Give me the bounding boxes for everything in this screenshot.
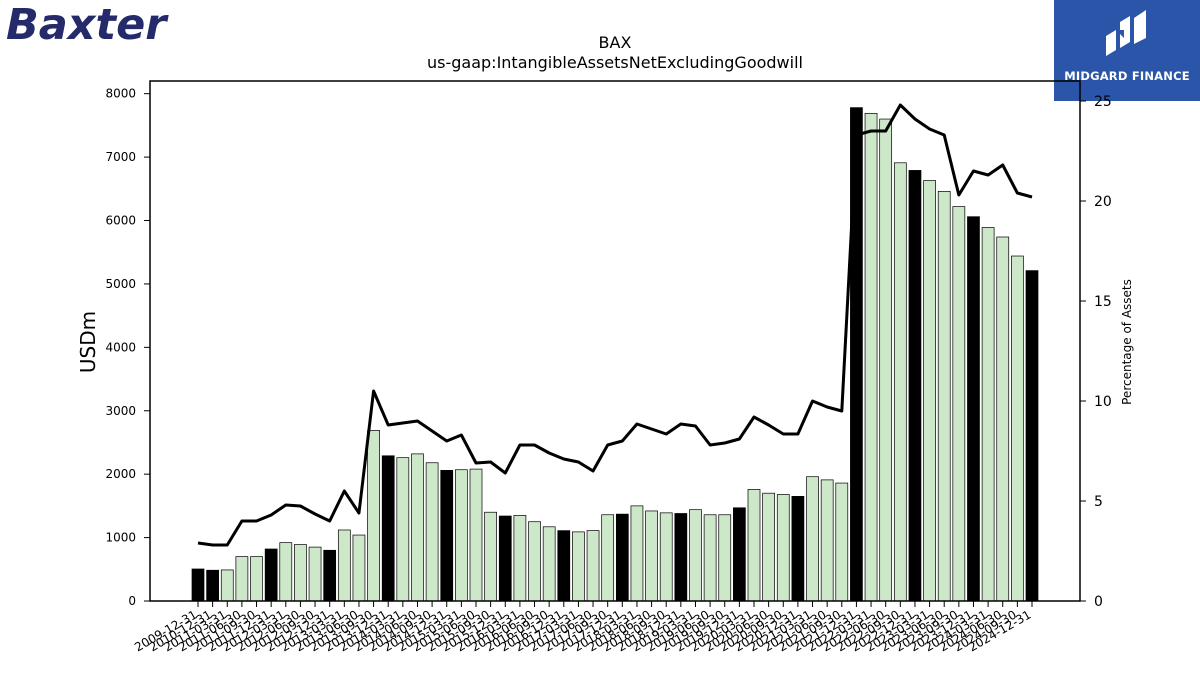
bar-2014-12-31 (440, 470, 454, 602)
bar-2016-12-31 (557, 530, 571, 602)
bar-2020-06-30 (762, 492, 775, 602)
bar-2024-09-30 (1011, 255, 1024, 602)
bar-2022-09-30 (893, 162, 907, 602)
bar-2016-06-30 (528, 521, 541, 602)
bar-2017-12-31 (615, 513, 629, 602)
bar-2015-12-31 (498, 515, 512, 602)
bar-2020-09-30 (776, 494, 790, 602)
y-tick-label: 0 (128, 594, 136, 608)
line-series (197, 103, 1033, 547)
y-tick-label: 2000 (105, 467, 136, 481)
chart-subtitle: us-gaap:IntangibleAssetsNetExcludingGood… (427, 53, 803, 72)
bar-2016-03-31 (513, 515, 527, 602)
bar-2014-09-30 (425, 462, 439, 602)
bar-2021-03-31 (806, 476, 819, 602)
bar-2012-03-31 (279, 542, 293, 602)
bar-2022-06-30 (879, 118, 893, 602)
bar-2013-03-31 (337, 529, 351, 602)
bar-2023-12-31 (967, 216, 980, 602)
midgard-finance-text: MIDGARD FINANCE (1064, 69, 1190, 83)
baxter-logo-text: Baxter (6, 2, 169, 46)
bar-2018-03-31 (630, 505, 644, 602)
bar-2015-06-30 (469, 468, 483, 602)
bar-2023-06-30 (937, 190, 951, 602)
bar-2024-12-31 (1025, 270, 1039, 602)
y-tick-label: 8000 (105, 87, 136, 101)
bar-2019-12-31 (733, 507, 746, 602)
bar-2013-09-30 (367, 430, 380, 602)
bar-2012-06-30 (294, 544, 307, 602)
bar-2010-12-31 (206, 569, 219, 602)
bar-2019-09-30 (718, 514, 732, 602)
bar-2015-03-31 (455, 469, 468, 602)
y2-tick-label: 25 (1094, 94, 1112, 110)
bar-2019-03-31 (689, 509, 702, 602)
bar-2016-09-30 (542, 526, 556, 602)
percentage-line (197, 103, 1033, 547)
bar-2024-03-31 (981, 227, 995, 602)
y-tick-label: 5000 (105, 277, 136, 291)
bar-2023-09-30 (952, 206, 966, 602)
bar-2011-06-30 (235, 556, 249, 602)
bar-2014-06-30 (411, 453, 424, 602)
y2-axis-label: Percentage of Assets (1120, 279, 1134, 405)
bar-2011-09-30 (250, 556, 263, 602)
midgard-emblem-icon (1106, 10, 1146, 56)
y2-tick-label: 15 (1094, 294, 1112, 310)
y-tick-label: 7000 (105, 150, 136, 164)
y2-tick-label: 10 (1094, 394, 1112, 410)
bar-2018-12-31 (674, 513, 688, 602)
bar-2021-12-31 (850, 107, 863, 602)
y2-tick-label: 20 (1094, 194, 1112, 210)
y-tick-label: 1000 (105, 531, 136, 545)
bar-2011-12-31 (264, 548, 278, 602)
bar-2009-12-31 (191, 568, 205, 602)
bar-2023-03-31 (923, 180, 936, 602)
bar-2012-09-30 (308, 546, 322, 602)
bar-2017-06-30 (586, 530, 600, 602)
plot-frame (149, 80, 1081, 602)
bar-2015-09-30 (484, 511, 497, 602)
bar-2022-03-31 (864, 112, 878, 602)
midgard-finance-logo: MIDGARD FINANCE (1054, 0, 1200, 101)
bar-2013-06-30 (352, 534, 366, 602)
bar-2014-03-31 (396, 457, 410, 602)
bar-2017-03-31 (572, 531, 585, 602)
y-tick-label: 3000 (105, 404, 136, 418)
bar-2018-09-30 (659, 512, 673, 602)
bar-2011-03-31 (220, 569, 234, 602)
y-tick-label: 4000 (105, 340, 136, 354)
y2-tick-label: 5 (1094, 494, 1103, 510)
bar-2021-09-30 (835, 482, 849, 602)
bar-2021-06-30 (820, 479, 834, 602)
bar-2020-03-31 (747, 489, 761, 602)
bar-2020-12-31 (791, 496, 805, 602)
chart-title: BAX (599, 33, 632, 52)
bar-2024-06-30 (996, 236, 1010, 602)
bar-2019-06-30 (703, 514, 717, 602)
axes: 0 1000 2000 3000 4000 5000 6000 7000 8000 0 5 10 15 2… (105, 80, 1112, 654)
y2-tick-label: 0 (1094, 594, 1103, 610)
bar-2013-12-31 (381, 455, 395, 602)
y-tick-label: 6000 (105, 214, 136, 228)
y-axis-label: USDm (76, 311, 100, 373)
bar-series (191, 107, 1039, 602)
bar-2012-12-31 (323, 549, 337, 602)
bar-2018-06-30 (645, 510, 658, 602)
baxter-logo: Baxter (6, 0, 206, 50)
bar-2017-09-30 (601, 514, 615, 602)
bar-2022-12-31 (908, 170, 922, 602)
